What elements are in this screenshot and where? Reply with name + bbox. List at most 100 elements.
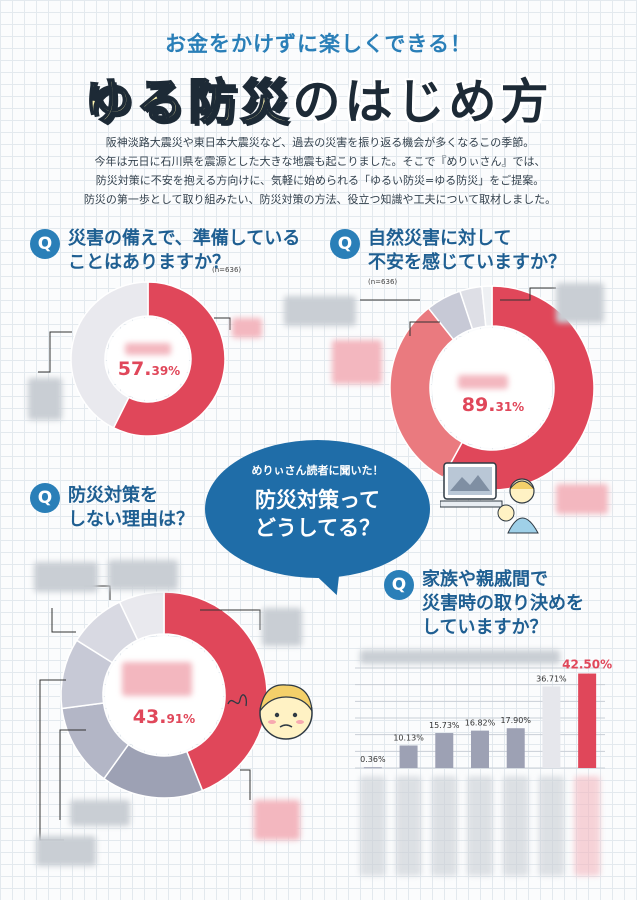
q1-question: 災害の備えで、準備している ことはありますか？ [68, 227, 300, 275]
redacted-category-label [538, 776, 565, 876]
q2-question: 自然災害に対して 不安を感じていますか？ [368, 227, 566, 275]
bubble-line1: 防災対策って [255, 488, 380, 512]
redacted-label [122, 662, 192, 696]
intro-text: 阪神淡路大震災や東日本大震災など、過去の災害を振り返る機会が多くなるこの季節。 … [60, 133, 580, 209]
redacted-category-label [395, 776, 422, 876]
bar-value-label: 16.82% [465, 719, 496, 728]
q3-badge: Q [30, 483, 60, 513]
redacted-label [262, 608, 302, 646]
q4-line1: 家族や親戚間で [422, 569, 548, 590]
redacted-category-label [574, 776, 601, 876]
q2-sample-size: (n=636) [368, 278, 398, 286]
redacted-label [556, 283, 604, 323]
leader-line [59, 729, 86, 820]
q2-line2: 不安を感じていますか？ [368, 252, 566, 273]
donut-chart-q1 [70, 281, 226, 437]
pie-slice [112, 281, 226, 437]
bar-value-label: 42.50% [562, 658, 612, 672]
redacted-category-label [467, 776, 493, 876]
mother-child-tv-illustration [440, 462, 539, 534]
redacted-label [108, 560, 178, 590]
leader-line [200, 609, 261, 630]
q4-badge: Q [384, 570, 414, 600]
q1-percent-sub: 39% [151, 364, 181, 378]
bar [363, 767, 382, 769]
q2-percent-sub: 31% [495, 400, 525, 414]
redacted-label [36, 836, 96, 866]
redacted-label [125, 343, 171, 355]
bubble-headline: 防災対策って どうしてる？ [205, 486, 430, 542]
bar-value-label: 36.71% [536, 674, 567, 683]
main-title: ゆる防災のはじめ方 [0, 62, 637, 132]
pie-slice [389, 307, 464, 479]
bar [471, 730, 489, 768]
leader-line [409, 321, 440, 336]
bar [542, 686, 561, 768]
q2-percent-main: 89. [461, 394, 496, 416]
redacted-label [34, 562, 98, 592]
redacted-label [232, 318, 262, 338]
pie-slice [118, 591, 165, 641]
pie-slice [70, 281, 149, 429]
q1-badge: Q [30, 229, 60, 259]
q4-line3: していますか？ [422, 617, 548, 638]
redacted-label [556, 484, 608, 514]
redacted-label [70, 800, 130, 826]
leader-line [240, 769, 251, 800]
q1-percent-main: 57. [117, 358, 152, 380]
q2-badge: Q [330, 229, 360, 259]
q3-center-percent: 43.91% [114, 706, 214, 728]
worried-child-illustration [259, 684, 313, 740]
intro-line: 阪神淡路大震災や東日本大震災など、過去の災害を振り返る機会が多くなるこの季節。 [105, 136, 535, 149]
redacted-category-label [431, 776, 458, 876]
bar-value-label: 0.36% [360, 755, 386, 764]
intro-line: 防災対策に不安を抱える方向けに、気軽に始められる「ゆるい防災=ゆる防災」をご提案… [95, 174, 545, 187]
bar-value-label: 15.73% [429, 721, 460, 730]
bar-value-label: 17.90% [500, 716, 531, 725]
q3-percent-main: 43. [132, 706, 167, 728]
q3-line2: しない理由は？ [68, 509, 194, 530]
bar-value-label: 10.13% [393, 733, 424, 742]
title-rest: のはじめ方 [292, 74, 553, 130]
q4-question: 家族や親戚間で 災害時の取り決めを していますか？ [422, 568, 584, 640]
bar [506, 728, 525, 768]
title-highlight: ゆる防災 [83, 73, 293, 131]
bar-chart-q4: 0.36% 10.13% 15.73% 16.82% 17.90% 36.71% 42.50… [355, 658, 612, 876]
donut-hole [107, 318, 189, 400]
redacted-category-label [502, 776, 529, 876]
q4-line2: 災害時の取り決めを [422, 593, 584, 614]
q3-question: 防災対策を しない理由は？ [68, 484, 194, 532]
redacted-label [254, 800, 300, 840]
redacted-label [332, 340, 382, 384]
q1-center-percent: 57.39% [99, 358, 199, 380]
redacted-label [360, 650, 560, 664]
q1-sample-size: (n=636) [212, 266, 242, 274]
redacted-label [284, 296, 356, 326]
leader-line [38, 331, 72, 373]
q1-line1: 災害の備えで、準備している [68, 228, 301, 249]
scribble-icon [227, 694, 248, 707]
bar [578, 673, 597, 768]
q3-percent-sub: 91% [166, 712, 196, 726]
q3-line1: 防災対策を [68, 485, 158, 506]
bar [399, 745, 418, 768]
bubble-subtext: めりぃさん読者に聞いた！ [251, 464, 384, 477]
q1-line2: ことはありますか？ [68, 252, 230, 273]
redacted-label [458, 375, 508, 389]
intro-line: 防災の第一歩として取り組みたい、防災対策の方法、役立つ知識や工夫について取材しま… [83, 193, 557, 206]
redacted-label [28, 378, 62, 420]
leader-line [500, 287, 556, 301]
q2-line1: 自然災害に対して [368, 228, 512, 249]
leader-line [51, 608, 76, 633]
leader-line [214, 317, 231, 330]
speech-bubble: めりぃさん読者に聞いた！ 防災対策って どうしてる？ [205, 440, 430, 578]
bar [435, 733, 454, 768]
intro-line: 今年は元日に石川県を震源とした大きな地震も起こりました。そこで『めりぃさん』では… [94, 155, 546, 168]
pie-slice [163, 591, 268, 792]
pie-slice [481, 285, 493, 328]
bubble-line2: どうしてる？ [254, 516, 381, 540]
q2-center-percent: 89.31% [443, 394, 543, 416]
subtitle: お金をかけずに楽しくできる！ [165, 32, 472, 56]
redacted-category-label [359, 776, 386, 876]
